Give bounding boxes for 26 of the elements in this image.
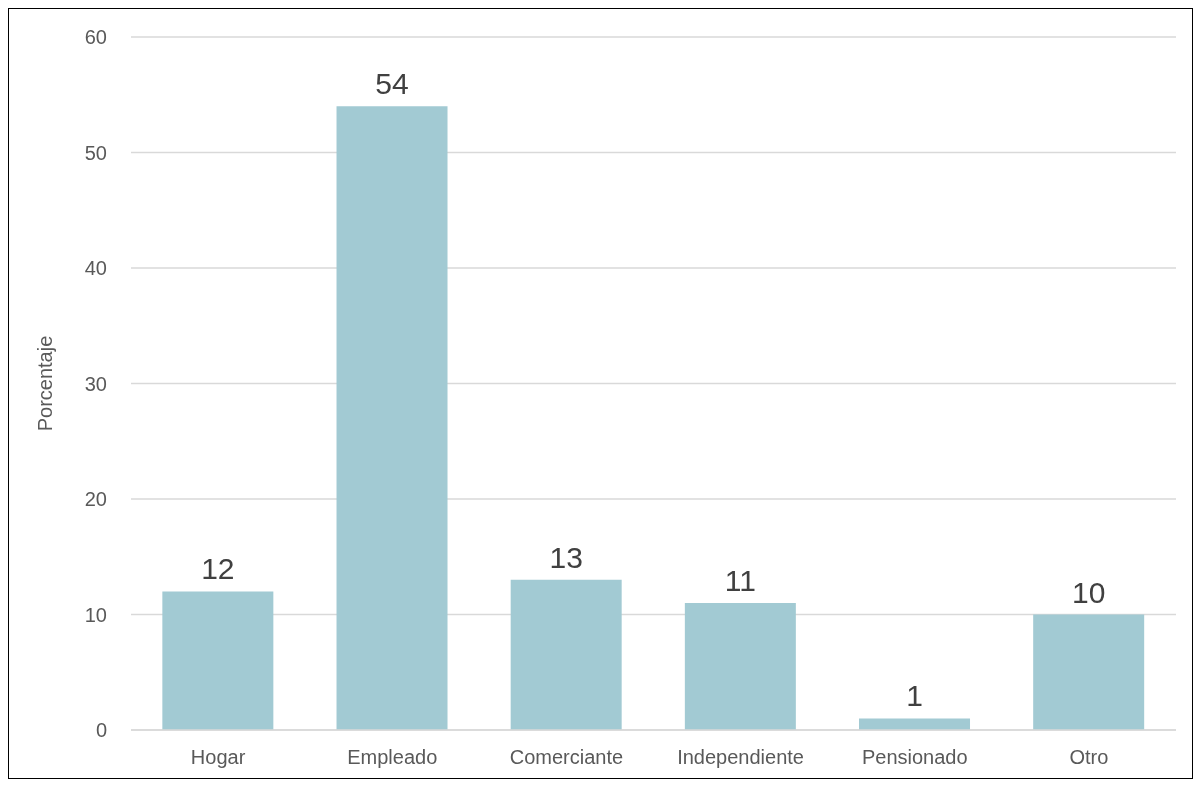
x-tick-label: Empleado bbox=[347, 746, 438, 769]
bar bbox=[1033, 614, 1145, 730]
x-tick-label: Comerciante bbox=[509, 746, 624, 769]
y-tick-label: 10 bbox=[84, 603, 107, 626]
x-tick-label: Pensionado bbox=[861, 746, 968, 769]
y-tick-label: 40 bbox=[84, 257, 107, 280]
data-label: 10 bbox=[1072, 575, 1106, 609]
x-tick-label: Hogar bbox=[190, 746, 246, 769]
bar bbox=[859, 718, 971, 730]
y-tick-label: 60 bbox=[84, 26, 107, 49]
data-label: 13 bbox=[549, 540, 583, 574]
y-tick-label: 20 bbox=[84, 488, 107, 511]
data-label: 1 bbox=[906, 679, 923, 713]
bar bbox=[336, 106, 448, 730]
x-tick-label: Otro bbox=[1069, 746, 1109, 769]
y-tick-label: 30 bbox=[84, 372, 107, 395]
x-tick-label: Independiente bbox=[677, 746, 804, 769]
data-label: 11 bbox=[724, 563, 756, 597]
bar bbox=[162, 591, 274, 730]
bar bbox=[684, 602, 796, 730]
data-label: 12 bbox=[201, 552, 235, 586]
y-tick-label: 0 bbox=[95, 719, 107, 742]
bar bbox=[510, 579, 622, 730]
y-axis-title: Porcentaje bbox=[34, 335, 57, 432]
data-label: 54 bbox=[375, 67, 409, 101]
y-tick-label: 50 bbox=[84, 141, 107, 164]
